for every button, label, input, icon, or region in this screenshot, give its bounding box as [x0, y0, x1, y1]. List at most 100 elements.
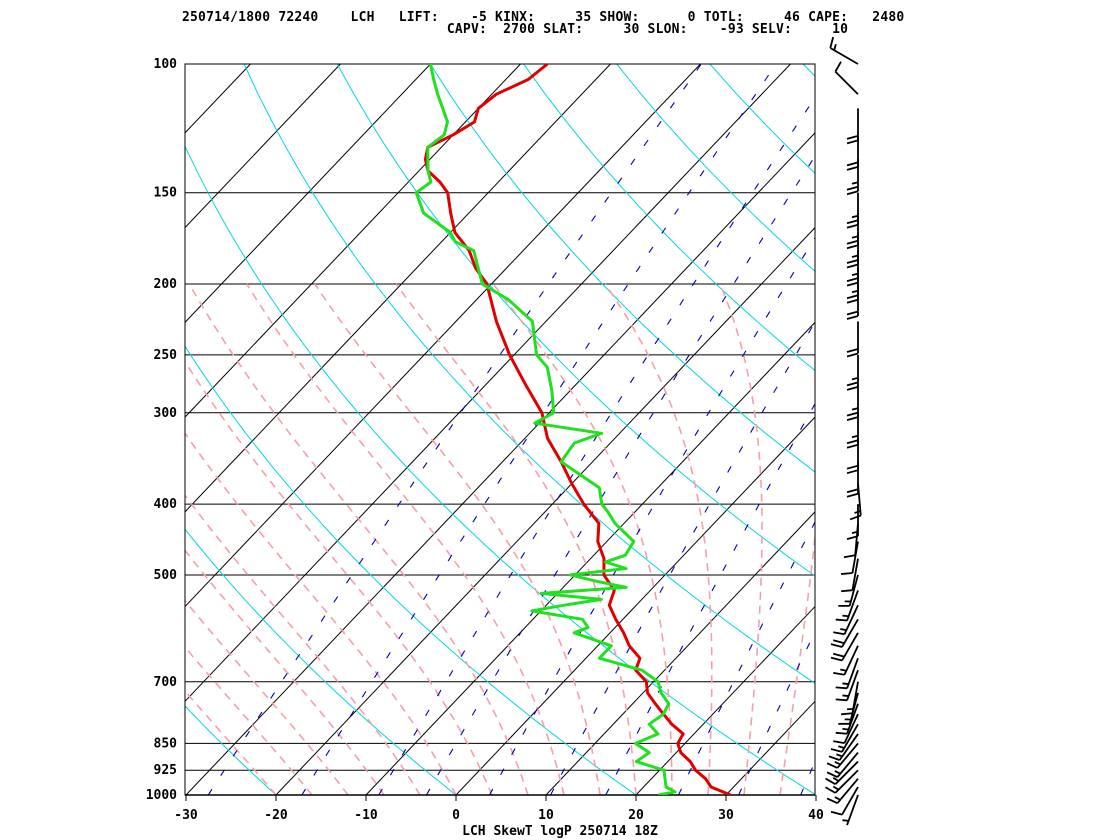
- moist-adiabat-line: [185, 645, 313, 795]
- isotherm-line: [185, 64, 341, 229]
- wind-barb-flag: [841, 712, 853, 716]
- isotherm-line: [0, 64, 160, 795]
- dry-adiabat-line: [185, 345, 637, 795]
- wind-barb-flag: [830, 656, 843, 662]
- moist-adiabat-line: [816, 284, 902, 795]
- pressure-tick-label: 1000: [146, 788, 177, 803]
- wind-barb-flag: [846, 411, 859, 417]
- wind-barb-half-flag: [851, 407, 859, 411]
- temperature-tick-label: -30: [174, 808, 198, 823]
- wind-barb: [830, 632, 859, 662]
- wind-barb-flag: [846, 315, 859, 320]
- dry-adiabat-line: [709, 64, 815, 175]
- moist-adiabat-line: [719, 283, 763, 795]
- wind-barb-half-flag: [842, 682, 849, 685]
- isotherm-line: [365, 321, 815, 795]
- sounding-header: 250714/1800 72240 LCH LIFT: -5 KINX: 35 …: [0, 0, 1120, 40]
- wind-barb: [846, 192, 859, 229]
- wind-barb-shaft: [846, 794, 859, 826]
- wind-barb-flag: [846, 277, 859, 282]
- wind-barb: [826, 752, 859, 778]
- dry-adiabat-line: [336, 64, 815, 577]
- dry-adiabat-line: [185, 145, 815, 795]
- chart-title: LCH SkewT logP 250714 18Z: [462, 824, 658, 839]
- wind-barb: [826, 742, 859, 769]
- mixing-ratio-line: [738, 630, 815, 795]
- wind-barb-flag: [846, 139, 859, 145]
- wind-barb: [846, 385, 859, 422]
- mixing-ratio-lines: [207, 64, 1120, 795]
- isotherm-line: [185, 64, 521, 418]
- wind-barb-flag: [835, 731, 848, 735]
- wind-barb-shaft: [846, 657, 859, 689]
- isotherm-line: [185, 64, 611, 513]
- isotherms: [0, 64, 1120, 795]
- mixing-ratio-line: [858, 64, 1120, 795]
- wind-barb-shaft: [841, 723, 859, 753]
- wind-barb-flag: [846, 281, 859, 287]
- dry-adiabat-line: [0, 64, 96, 795]
- wind-barb-flag: [829, 36, 835, 49]
- wind-barb: [846, 213, 859, 250]
- wind-barb-shaft: [843, 645, 859, 676]
- wind-barb: [846, 354, 859, 391]
- wind-barb-flag: [846, 535, 859, 540]
- wind-barb-shaft: [834, 760, 859, 785]
- plot-frame: [184, 63, 816, 796]
- wind-barb-shaft: [836, 742, 859, 769]
- header-line-2: CAPV: 2700 SLAT: 30 SLON: -93 SELV: 10: [182, 22, 849, 37]
- temperature-tick-label: 0: [452, 808, 460, 823]
- wind-barb-half-flag: [842, 819, 849, 822]
- isotherm-line: [906, 64, 1120, 795]
- mixing-ratio-line: [207, 64, 702, 795]
- isotherm-line: [185, 64, 791, 703]
- moist-adiabat-line: [492, 283, 673, 795]
- wind-barb-flag: [833, 740, 845, 744]
- dry-adiabat-line: [896, 64, 1120, 795]
- wind-barb-flag: [846, 239, 859, 245]
- isotherm-line: [185, 132, 815, 795]
- wind-barb-flag: [846, 259, 859, 264]
- temperature-tick-label: -10: [354, 808, 378, 823]
- moist-adiabat-line: [246, 283, 565, 795]
- temperature-tick-label: 10: [538, 808, 554, 823]
- wind-barb-half-flag: [834, 796, 841, 801]
- pressure-tick-label: 925: [154, 763, 177, 778]
- wind-barb-flag: [841, 589, 853, 593]
- mixing-ratio-line: [909, 64, 1120, 795]
- wind-barb-flag: [846, 298, 859, 304]
- wind-barb: [835, 590, 859, 622]
- mixing-ratio-line: [605, 402, 815, 795]
- wind-barb-flag: [835, 698, 848, 702]
- mixing-ratio-line: [678, 520, 815, 795]
- wind-barb-flag: [825, 777, 836, 785]
- pressure-tick-labels: 100 150 200 250 300 400 500 700 850 925 1000: [146, 57, 177, 803]
- dry-adiabat-line: [429, 64, 815, 473]
- moist-adiabat-line: [395, 283, 637, 795]
- dry-adiabat-line: [802, 64, 815, 77]
- wind-barb-shaft: [851, 681, 859, 714]
- wind-barb-shaft: [841, 786, 859, 816]
- isotherm-line: [545, 511, 815, 795]
- wind-barb-half-flag: [838, 745, 845, 749]
- dry-adiabat-line: [185, 705, 277, 795]
- dry-adiabat-line: [243, 64, 815, 684]
- wind-barb-half-flag: [851, 289, 859, 294]
- wind-barb-flag: [846, 223, 859, 229]
- wind-barb-flag: [826, 797, 838, 805]
- dewpoint-profile: [414, 64, 677, 795]
- moist-adiabat-line: [185, 431, 457, 795]
- wind-barb: [838, 574, 859, 607]
- wind-barb: [841, 541, 859, 575]
- wind-barb: [835, 657, 859, 690]
- wind-barb: [835, 669, 859, 702]
- wind-barb: [828, 733, 859, 761]
- background-grid: [0, 64, 1120, 795]
- wind-barb-flag: [846, 469, 859, 475]
- header-line-1: 250714/1800 72240 LCH LIFT: -5 KINX: 35 …: [182, 10, 905, 25]
- pressure-tick-label: 150: [154, 186, 178, 201]
- pressure-tick-label: 250: [154, 348, 178, 363]
- wind-barb-shaft: [829, 47, 859, 65]
- isotherm-line: [455, 416, 815, 795]
